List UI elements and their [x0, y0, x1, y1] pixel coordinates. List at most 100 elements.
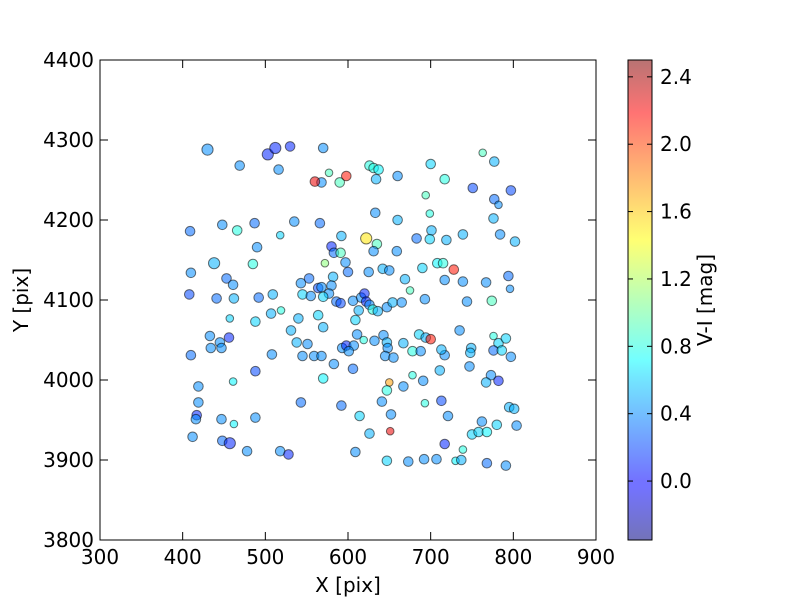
- x-tick-label: 300: [81, 545, 119, 569]
- data-point: [391, 245, 403, 257]
- data-point: [441, 234, 452, 246]
- data-point: [511, 420, 522, 431]
- data-point: [439, 438, 451, 450]
- data-point: [336, 230, 347, 242]
- x-tick-label: 700: [412, 545, 450, 569]
- x-axis-ticks: 300 400 500 600 700 800 900: [81, 60, 615, 569]
- y-tick-label: 3800: [43, 528, 94, 552]
- data-point: [335, 297, 346, 309]
- data-point: [434, 365, 446, 376]
- data-point: [317, 142, 329, 154]
- data-point: [317, 373, 329, 384]
- data-point: [293, 313, 304, 324]
- data-point: [439, 173, 451, 185]
- data-point: [327, 271, 339, 283]
- colorbar: 0.0 0.4 0.8 1.2 1.6 2.0 2.4 V-I [mag]: [627, 59, 717, 541]
- data-point: [411, 233, 422, 244]
- colorbar-tick-label: 2.0: [660, 132, 692, 156]
- data-point: [457, 229, 469, 240]
- data-point: [476, 416, 488, 427]
- data-point: [193, 397, 204, 408]
- data-point: [312, 309, 324, 321]
- data-point: [275, 230, 285, 240]
- data-point: [334, 177, 346, 188]
- data-point: [328, 358, 340, 370]
- data-point: [204, 330, 216, 342]
- data-point: [353, 305, 365, 316]
- data-point: [341, 170, 352, 182]
- data-point: [417, 262, 428, 274]
- data-point: [425, 209, 435, 218]
- data-point: [408, 370, 417, 380]
- data-point: [223, 332, 235, 343]
- data-point: [461, 296, 473, 307]
- data-point: [302, 338, 313, 350]
- data-point: [184, 289, 195, 300]
- data-point: [253, 292, 265, 303]
- data-point: [201, 143, 214, 156]
- data-point: [250, 412, 261, 423]
- data-point: [420, 398, 430, 408]
- data-point: [231, 225, 243, 236]
- data-point: [403, 456, 414, 467]
- data-point: [340, 257, 351, 268]
- data-point: [419, 293, 431, 305]
- data-point: [266, 349, 278, 360]
- data-point: [418, 453, 430, 465]
- data-point: [342, 266, 354, 278]
- data-point: [370, 207, 381, 219]
- data-point: [385, 378, 394, 387]
- data-point: [480, 277, 492, 288]
- x-tick-label: 500: [246, 545, 284, 569]
- data-point: [373, 164, 384, 175]
- data-point: [392, 170, 403, 182]
- data-point: [227, 279, 239, 291]
- data-point: [276, 306, 286, 315]
- data-point: [509, 236, 521, 247]
- data-point: [381, 455, 393, 467]
- data-point: [291, 337, 303, 348]
- data-point: [354, 410, 365, 422]
- data-point: [211, 293, 222, 304]
- y-tick-label: 4000: [43, 368, 94, 392]
- y-tick-label: 4100: [43, 288, 94, 312]
- data-point: [216, 342, 227, 354]
- data-point: [505, 284, 515, 294]
- data-point: [486, 295, 498, 307]
- data-point: [415, 345, 427, 357]
- data-point: [442, 410, 454, 422]
- data-point: [421, 190, 431, 200]
- y-tick-label: 4200: [43, 208, 94, 232]
- data-point: [398, 381, 409, 392]
- data-point: [456, 454, 467, 466]
- data-point: [494, 200, 503, 210]
- data-point: [496, 345, 508, 356]
- data-point: [364, 428, 375, 439]
- y-tick-label: 3900: [43, 448, 94, 472]
- data-point: [480, 377, 492, 388]
- data-point: [398, 337, 409, 349]
- data-point: [467, 182, 479, 194]
- x-tick-label: 900: [577, 545, 615, 569]
- data-point: [221, 273, 232, 284]
- data-point: [225, 314, 235, 323]
- data-point: [247, 258, 259, 270]
- data-point: [478, 148, 488, 158]
- data-point: [234, 160, 245, 171]
- data-point: [187, 431, 198, 443]
- data-point: [368, 245, 379, 257]
- data-point: [489, 331, 498, 341]
- colorbar-label: V-I [mag]: [693, 254, 717, 346]
- data-point: [190, 413, 202, 425]
- data-point: [285, 325, 297, 336]
- data-point: [505, 185, 517, 196]
- colorbar-frame: [627, 59, 653, 541]
- data-point: [431, 453, 442, 465]
- data-point: [493, 375, 504, 387]
- data-point: [417, 375, 429, 387]
- data-point: [314, 217, 326, 229]
- colorbar-tick-label: 1.2: [660, 267, 692, 291]
- colorbar-gradient: [628, 60, 652, 540]
- data-point: [439, 274, 451, 286]
